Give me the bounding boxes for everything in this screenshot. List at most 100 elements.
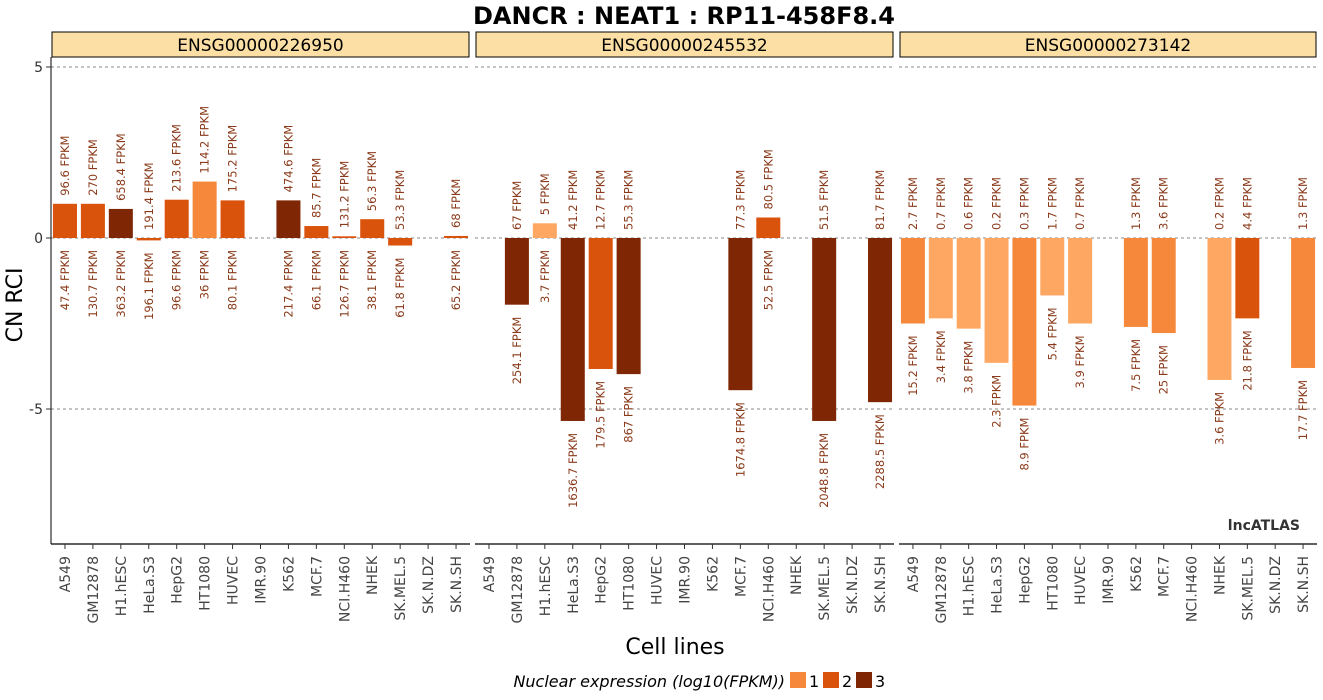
panel-strip: [51, 31, 470, 58]
bar: [1040, 238, 1065, 296]
labels-layer: 96.6 FPKM 47.4 FPKM 270 FPKM 130.7 FPKM 658.…: [58, 106, 1310, 508]
bar: [1012, 238, 1037, 406]
bar: [80, 203, 105, 238]
bar: [868, 238, 893, 403]
fpkm-bottom-label: 15.2 FPKM: [906, 336, 920, 396]
legend: Nuclear expression (log10(FPKM)) 1 2 3: [513, 672, 885, 691]
fpkm-top-label: 213.6 FPKM: [170, 124, 184, 192]
fpkm-top-label: 114.2 FPKM: [198, 106, 212, 174]
fpkm-bottom-label: 3.7 FPKM: [538, 250, 552, 303]
fpkm-top-label: 131.2 FPKM: [337, 161, 351, 229]
panel-strip-label: ENSG00000226950: [177, 36, 343, 56]
fpkm-bottom-label: 867 FPKM: [622, 386, 636, 443]
x-tick-label: MCF.7: [309, 556, 325, 597]
bar: [1151, 238, 1176, 334]
fpkm-bottom-label: 7.5 FPKM: [1129, 339, 1143, 392]
fpkm-bottom-label: 52.5 FPKM: [761, 250, 775, 310]
x-tick-label: HT1080: [1045, 556, 1061, 611]
fpkm-top-label: 41.2 FPKM: [566, 170, 580, 230]
x-tick-label: K562: [281, 556, 297, 592]
x-tick-label: HepG2: [170, 556, 186, 604]
legend-swatch: [823, 672, 839, 688]
bar: [1123, 238, 1148, 327]
bar: [304, 226, 329, 238]
x-tick-label: SK.N.SH: [873, 556, 889, 613]
bar: [956, 238, 981, 329]
panel-strip-label: ENSG00000273142: [1025, 36, 1191, 56]
bar: [276, 200, 301, 238]
legend-title: Nuclear expression (log10(FPKM)): [513, 672, 785, 691]
x-tick-label: K562: [1129, 556, 1145, 592]
fpkm-bottom-label: 21.8 FPKM: [1240, 330, 1254, 390]
bar: [220, 200, 245, 238]
panel-strip-label: ENSG00000245532: [601, 36, 767, 56]
fpkm-bottom-label: 47.4 FPKM: [58, 250, 72, 310]
bar: [588, 238, 613, 369]
x-tick-label: K562: [705, 556, 721, 592]
fpkm-bottom-label: 363.2 FPKM: [114, 250, 128, 318]
fpkm-top-label: 85.7 FPKM: [309, 158, 323, 218]
x-tick-label: HeLa.S3: [990, 556, 1006, 614]
fpkm-bottom-label: 38.1 FPKM: [365, 250, 379, 310]
fpkm-top-label: 77.3 FPKM: [733, 170, 747, 230]
fpkm-top-label: 96.6 FPKM: [58, 136, 72, 196]
y-tick-label: -5: [29, 402, 43, 418]
fpkm-bottom-label: 2048.8 FPKM: [817, 433, 831, 508]
x-tick-label: HUVEC: [650, 556, 666, 605]
x-tick-label: SK.N.DZ: [845, 556, 861, 614]
x-tick-label: SK.N.DZ: [421, 556, 437, 614]
x-axis-title: Cell lines: [625, 635, 724, 660]
bar: [332, 236, 357, 238]
fpkm-bottom-label: 25 FPKM: [1157, 345, 1171, 394]
x-tick-label: IMR.90: [1101, 556, 1117, 604]
legend-label: 3: [875, 672, 885, 691]
fpkm-bottom-label: 3.8 FPKM: [962, 341, 976, 394]
chart-title: DANCR : NEAT1 : RP11-458F8.4: [473, 2, 895, 30]
fpkm-top-label: 658.4 FPKM: [114, 133, 128, 201]
fpkm-bottom-label: 3.4 FPKM: [934, 330, 948, 383]
bar: [108, 208, 133, 238]
fpkm-top-label: 474.6 FPKM: [281, 125, 295, 193]
fpkm-top-label: 12.7 FPKM: [594, 170, 608, 230]
fpkm-bottom-label: 61.8 FPKM: [393, 258, 407, 318]
bar: [1235, 238, 1260, 319]
legend-label: 2: [842, 672, 852, 691]
fpkm-bottom-label: 5.4 FPKM: [1045, 307, 1059, 360]
x-tick-label: SK.MEL.5: [817, 556, 833, 621]
x-tick-label: SK.MEL.5: [393, 556, 409, 621]
x-tick-label: A549: [906, 556, 922, 592]
fpkm-bottom-label: 8.9 FPKM: [1017, 418, 1031, 471]
x-tick-label: H1.hESC: [538, 556, 554, 616]
fpkm-top-label: 0.6 FPKM: [962, 177, 976, 230]
x-tick-label: NHEK: [1212, 555, 1228, 595]
x-tick-label: HepG2: [594, 556, 610, 604]
x-tick-label: HUVEC: [1073, 556, 1089, 605]
bars-layer: [52, 181, 1316, 421]
bar: [616, 238, 641, 375]
fpkm-top-label: 5 FPKM: [538, 173, 552, 215]
fpkm-bottom-label: 3.9 FPKM: [1073, 336, 1087, 389]
bar: [560, 238, 585, 421]
bar: [900, 238, 925, 324]
fpkm-top-label: 55.3 FPKM: [622, 170, 636, 230]
x-tick-label: MCF.7: [1157, 556, 1173, 597]
bar: [444, 235, 469, 238]
bar: [136, 238, 161, 241]
fpkm-top-label: 175.2 FPKM: [226, 125, 240, 193]
x-tick-label: HepG2: [1017, 556, 1033, 604]
fpkm-bottom-label: 2.3 FPKM: [990, 375, 1004, 428]
fpkm-top-label: 3.6 FPKM: [1157, 177, 1171, 230]
fpkm-bottom-label: 130.7 FPKM: [86, 250, 100, 318]
x-tick-label: GM12878: [86, 556, 102, 623]
x-tick-label: NCI.H460: [761, 556, 777, 622]
bar: [928, 238, 953, 319]
fpkm-top-label: 68 FPKM: [449, 179, 463, 228]
fpkm-top-label: 0.3 FPKM: [1017, 177, 1031, 230]
x-tick-label: A549: [482, 556, 498, 592]
bar: [728, 238, 753, 391]
x-tick-label: MCF.7: [733, 556, 749, 597]
fpkm-bottom-label: 17.7 FPKM: [1296, 380, 1310, 440]
y-tick-label: 5: [34, 60, 43, 76]
x-tick-label: H1.hESC: [962, 556, 978, 616]
